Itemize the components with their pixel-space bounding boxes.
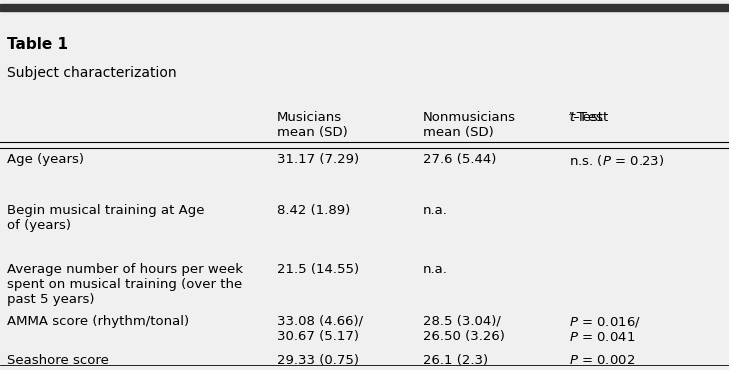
Text: Nonmusicians
mean (SD): Nonmusicians mean (SD) [423, 111, 516, 138]
Text: t-Test: t-Test [569, 111, 604, 124]
Text: AMMA score (rhythm/tonal): AMMA score (rhythm/tonal) [7, 315, 190, 328]
Text: 21.5 (14.55): 21.5 (14.55) [277, 263, 359, 276]
Text: Musicians
mean (SD): Musicians mean (SD) [277, 111, 348, 138]
Text: n.a.: n.a. [423, 205, 448, 218]
Text: 29.33 (0.75): 29.33 (0.75) [277, 354, 359, 367]
Text: 8.42 (1.89): 8.42 (1.89) [277, 205, 350, 218]
Text: 28.5 (3.04)/
26.50 (3.26): 28.5 (3.04)/ 26.50 (3.26) [423, 315, 504, 343]
Text: 27.6 (5.44): 27.6 (5.44) [423, 153, 496, 166]
Text: Subject characterization: Subject characterization [7, 66, 177, 80]
Text: $P$ = 0.016/
$P$ = 0.041: $P$ = 0.016/ $P$ = 0.041 [569, 315, 641, 344]
Text: Seashore score: Seashore score [7, 354, 109, 367]
Text: n.a.: n.a. [423, 263, 448, 276]
Text: 26.1 (2.3): 26.1 (2.3) [423, 354, 488, 367]
Text: Age (years): Age (years) [7, 153, 85, 166]
Text: $P$ = 0.002: $P$ = 0.002 [569, 354, 635, 367]
Text: i: i [569, 111, 572, 124]
Text: Average number of hours per week
spent on musical training (over the
past 5 year: Average number of hours per week spent o… [7, 263, 243, 306]
Text: Table 1: Table 1 [7, 37, 69, 52]
Text: 31.17 (7.29): 31.17 (7.29) [277, 153, 359, 166]
Text: 33.08 (4.66)/
30.67 (5.17): 33.08 (4.66)/ 30.67 (5.17) [277, 315, 363, 343]
FancyArrow shape [0, 4, 729, 11]
Text: Begin musical training at Age
of (years): Begin musical training at Age of (years) [7, 205, 205, 232]
Text: $t$-Test: $t$-Test [569, 111, 609, 124]
Text: n.s. ($P$ = 0.23): n.s. ($P$ = 0.23) [569, 153, 664, 168]
